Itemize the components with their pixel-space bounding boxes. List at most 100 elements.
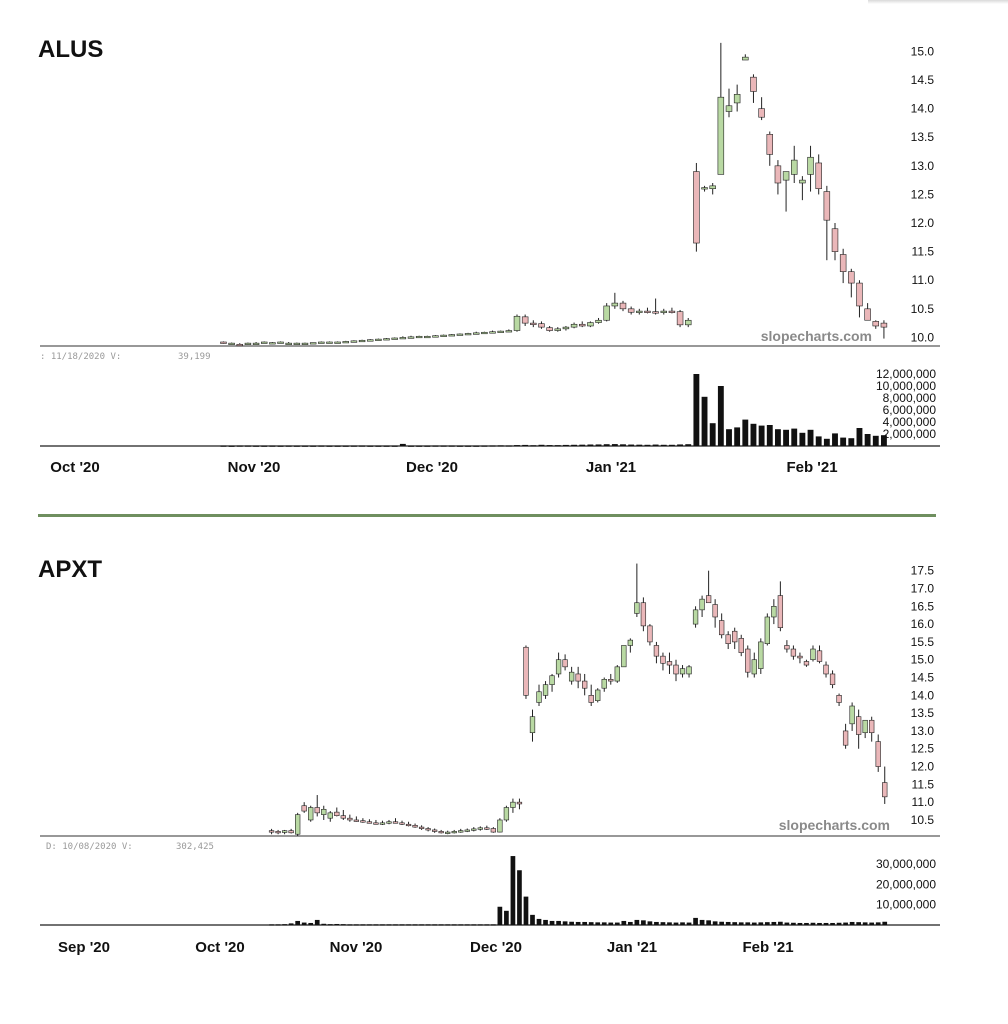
volume-bar [587, 444, 594, 446]
candle-down [745, 648, 751, 673]
candle-down [523, 646, 529, 696]
price-tick-label: 17.0 [911, 581, 935, 595]
candle-up [295, 814, 301, 835]
volume-bar [432, 924, 437, 926]
candle-up [281, 830, 288, 833]
candle-up [568, 671, 575, 682]
price-tick-label: 14.0 [911, 102, 935, 116]
volume-bar [522, 444, 529, 446]
volume-bar [445, 924, 451, 926]
volume-bar [817, 922, 822, 925]
volume-bar [359, 445, 366, 447]
volume-bar [751, 922, 757, 925]
volume-bar [477, 924, 483, 926]
volume-bar [595, 922, 601, 925]
readout-volume-value: 302,425 [176, 842, 214, 852]
candle-up [252, 342, 260, 345]
volume-tick-label: 4,000,000 [883, 415, 937, 429]
candle-up [456, 333, 464, 336]
candle-up [679, 668, 686, 675]
candle-down [619, 302, 627, 310]
date-volume-readout: : 11/18/2020 V: [40, 352, 121, 362]
volume-bar [880, 435, 887, 446]
candle-down [516, 801, 523, 805]
volume-bar [412, 924, 418, 926]
volume-bar [738, 922, 744, 925]
volume-bar [269, 445, 276, 447]
price-tick-label: 15.0 [911, 653, 935, 667]
month-label: Nov '20 [228, 459, 281, 476]
volume-bar [571, 444, 578, 446]
candle-up [477, 827, 483, 830]
volume-bar [321, 923, 327, 925]
volume-bar [778, 921, 783, 925]
candle-up [699, 598, 705, 611]
candle-down [750, 76, 757, 92]
volume-bar [504, 910, 509, 925]
volume-bar [530, 445, 537, 447]
candle-down [562, 659, 568, 668]
candle-up [782, 171, 790, 181]
candle-down [855, 716, 862, 735]
candle-up [244, 342, 252, 345]
candle-up [587, 322, 594, 327]
candle-up [601, 679, 607, 689]
candle-down [758, 108, 765, 118]
candle-down [831, 228, 839, 252]
candle-up [375, 338, 382, 341]
volume-bar [244, 445, 251, 447]
volume-bar [764, 922, 770, 925]
volume-bar [386, 924, 392, 926]
candle-up [790, 159, 798, 175]
volume-bar [614, 922, 620, 925]
volume-bar [636, 444, 643, 446]
volume-tick-label: 12,000,000 [876, 367, 936, 381]
candle-up [660, 310, 668, 313]
candle-up [862, 719, 868, 734]
candle-up [611, 302, 619, 307]
candle-down [578, 323, 586, 327]
volume-bar [236, 445, 243, 447]
volume-bar [451, 924, 457, 926]
volume-bar [327, 924, 333, 926]
volume-bar [285, 445, 292, 447]
volume-bar [549, 920, 555, 925]
candle-up [621, 645, 627, 668]
volume-bar [832, 433, 838, 446]
candle-up [451, 831, 457, 834]
volume-tick-label: 10,000,000 [876, 898, 936, 912]
date-volume-readout: D: 10/08/2020 V: [46, 842, 133, 852]
price-tick-label: 11.5 [912, 777, 935, 791]
month-label: Dec '20 [406, 459, 458, 476]
volume-bar [685, 444, 692, 446]
candle-up [636, 310, 643, 313]
price-tick-label: 15.5 [911, 635, 935, 649]
candle-up [542, 684, 549, 696]
candle-up [751, 659, 757, 675]
volume-bar [836, 922, 842, 925]
candle-down [693, 171, 700, 244]
candle-up [228, 342, 235, 345]
volume-bar [641, 920, 646, 925]
price-tick-label: 16.5 [911, 599, 935, 613]
candle-down [521, 316, 529, 324]
volume-bar [875, 922, 881, 925]
candle-down [797, 655, 803, 659]
candle-up [334, 341, 341, 344]
volume-tick-label: 2,000,000 [883, 427, 937, 441]
candle-down [288, 830, 294, 834]
candle-up [603, 305, 610, 321]
volume-bar [712, 921, 718, 925]
candle-down [880, 322, 888, 328]
price-tick-label: 13.5 [911, 130, 935, 144]
volume-bar [456, 445, 463, 447]
candle-down [803, 661, 810, 666]
candle-up [260, 341, 268, 344]
candle-up [634, 602, 640, 614]
volume-bar [660, 444, 667, 446]
volume-bar [391, 445, 398, 447]
volume-bar [350, 445, 357, 447]
volume-bar [425, 924, 431, 926]
candle-down [784, 645, 790, 650]
candle-up [684, 319, 692, 326]
